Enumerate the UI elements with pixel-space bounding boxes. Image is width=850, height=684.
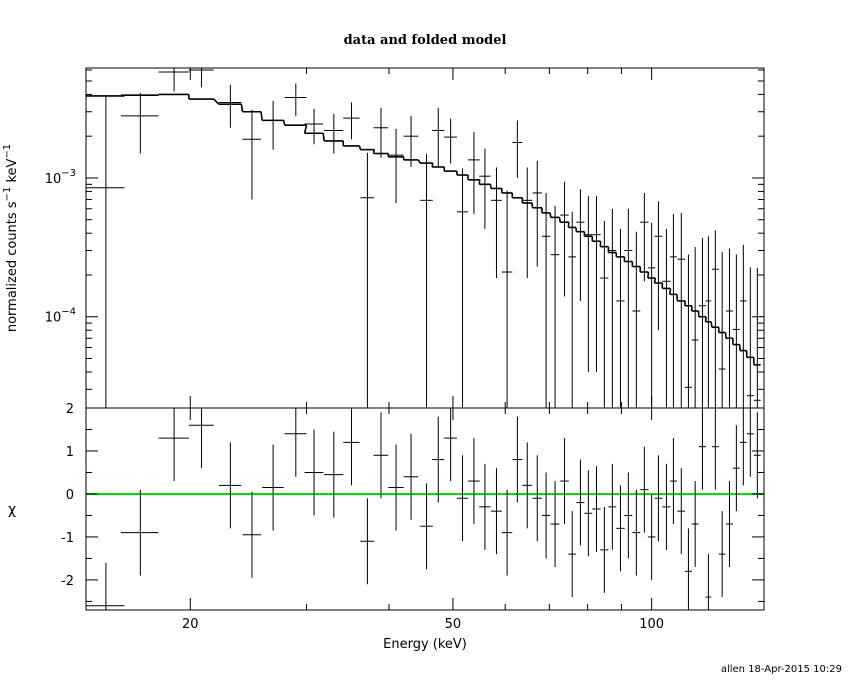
tick-exponent: −4 xyxy=(61,307,76,318)
x-tick-label: 100 xyxy=(639,617,664,632)
model-step-riser xyxy=(374,150,375,154)
y-axis-label: normalized counts s−1 keV−1 xyxy=(2,144,20,332)
plot-frame xyxy=(86,68,764,408)
x-axis-label: Energy (keV) xyxy=(383,637,467,652)
model-step-riser xyxy=(490,184,491,188)
y-tick-label: 0 xyxy=(66,488,74,503)
y-label-text: normalized counts s xyxy=(5,201,20,332)
residual-panel: 20 50 100 -2 -1 0 1 2 χ Energy (keV) xyxy=(8,382,764,652)
footer: allen 18-Apr-2015 10:29 xyxy=(721,664,842,675)
y-tick-label: -1 xyxy=(61,531,74,546)
model-step-riser xyxy=(479,180,480,185)
x-tick-label: 20 xyxy=(182,617,199,632)
tick-base: 10 xyxy=(45,172,62,187)
tick-base: 10 xyxy=(45,311,62,326)
model-step-riser xyxy=(418,160,420,163)
y-label-exponent: −1 xyxy=(2,144,13,159)
model-step-riser xyxy=(305,125,307,133)
y-label-exponent: −1 xyxy=(2,187,13,202)
model-step-riser xyxy=(241,104,242,112)
plot-area xyxy=(86,57,761,414)
model-step-riser xyxy=(711,322,712,327)
model-step-riser xyxy=(432,163,433,167)
model-step-riser xyxy=(360,146,361,150)
y-tick-label: 1 xyxy=(66,445,74,460)
y-label-text: keV xyxy=(5,158,20,186)
model-step-riser xyxy=(323,133,324,141)
y-tick-label: -2 xyxy=(61,574,74,589)
chart-title: data and folded model xyxy=(344,33,507,48)
model-step-riser xyxy=(677,294,678,301)
y-tick-label: 2 xyxy=(66,402,74,417)
model-step-riser xyxy=(559,217,560,222)
x-tick-label: 50 xyxy=(445,617,462,632)
y-tick-label: 10−4 xyxy=(45,307,76,326)
plot-area xyxy=(86,382,764,648)
y-axis-label: χ xyxy=(8,502,16,518)
model-step-riser xyxy=(284,120,285,125)
tick-exponent: −3 xyxy=(61,168,76,179)
y-tick-label: 10−3 xyxy=(45,168,76,187)
model-step-riser xyxy=(121,95,125,96)
model-step-riser xyxy=(654,278,655,283)
model-step-riser xyxy=(261,112,262,121)
model-step-riser xyxy=(214,99,219,104)
model-step-riser xyxy=(670,288,671,294)
model-step-riser xyxy=(648,272,649,278)
